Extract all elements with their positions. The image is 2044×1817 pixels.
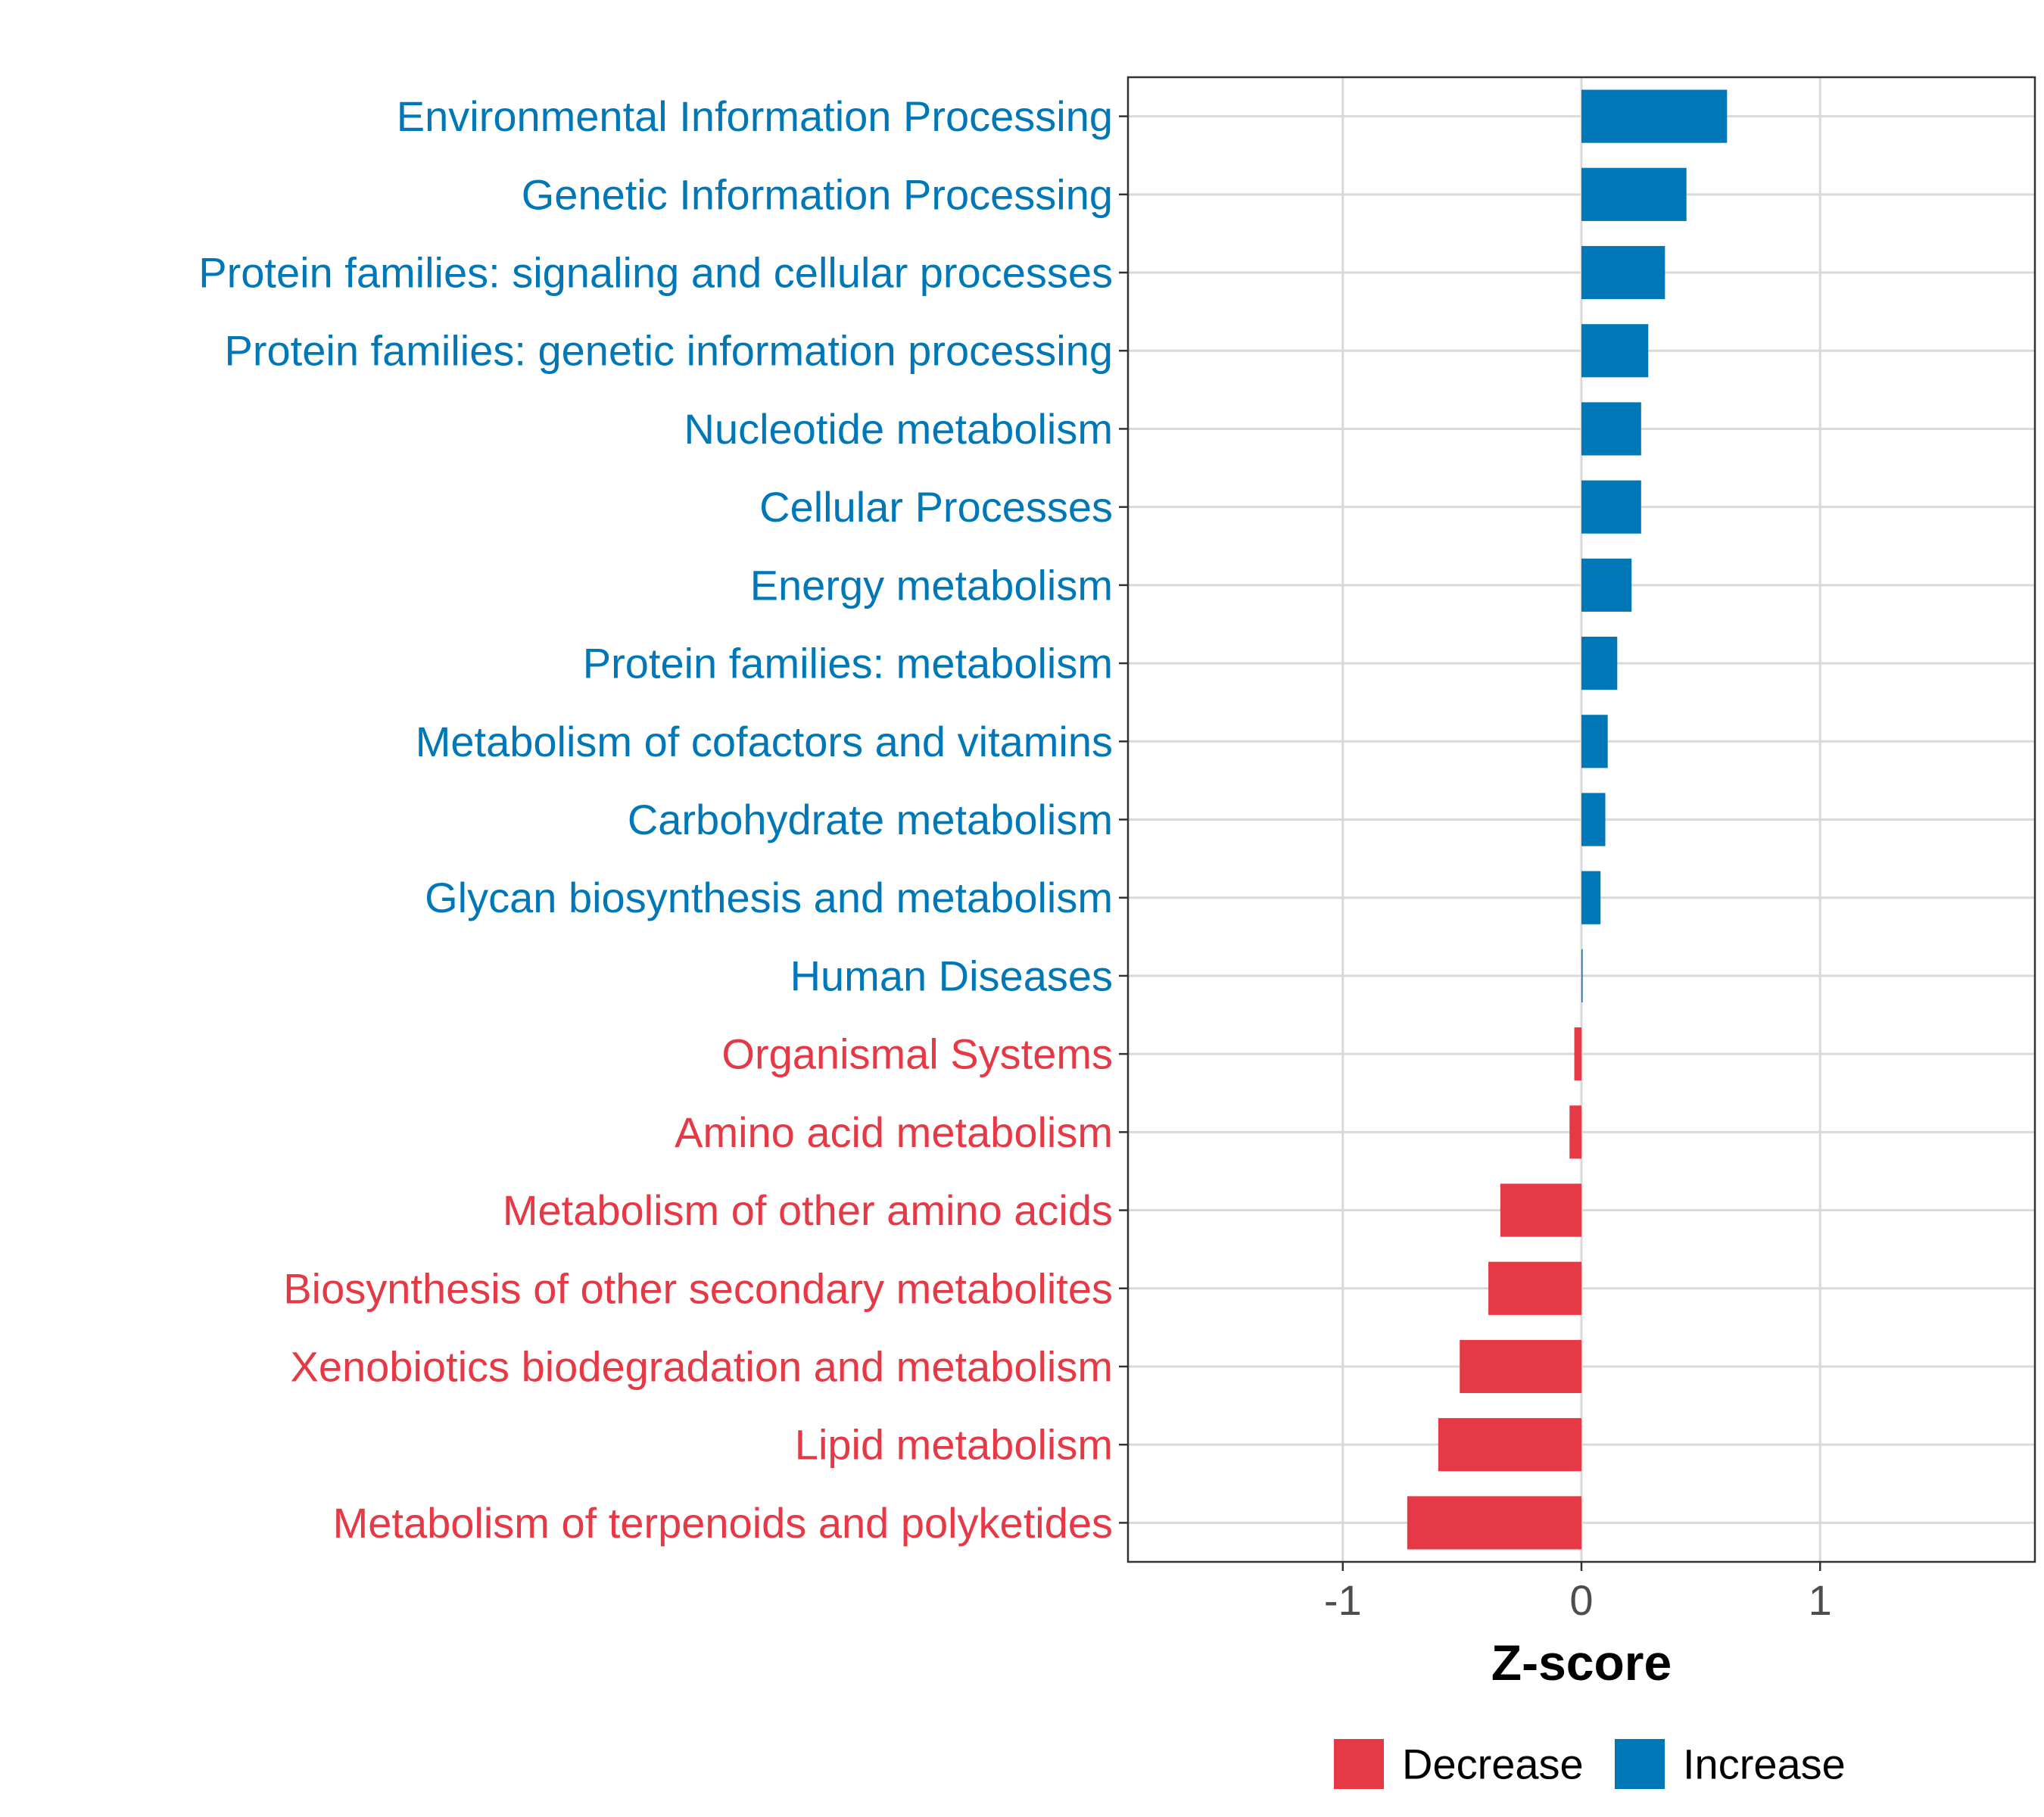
bar (1574, 1027, 1581, 1081)
bar (1581, 871, 1601, 924)
x-axis: -1 0 1 (1324, 1562, 1832, 1624)
category-label: Xenobiotics biodegradation and metabolis… (291, 1342, 1113, 1390)
x-tick-label: 1 (1809, 1576, 1832, 1624)
bar (1438, 1418, 1581, 1472)
category-label: Protein families: signaling and cellular… (198, 249, 1113, 297)
bar (1581, 89, 1728, 143)
bar (1581, 167, 1687, 221)
bar (1500, 1183, 1581, 1237)
bar (1460, 1339, 1581, 1394)
legend-swatch (1334, 1739, 1384, 1789)
x-axis-title: Z-score (1491, 1635, 1672, 1691)
bar (1407, 1496, 1581, 1550)
category-label: Lipid metabolism (795, 1421, 1113, 1469)
category-label: Glycan biosynthesis and metabolism (425, 874, 1113, 921)
category-label: Protein families: metabolism (583, 640, 1113, 687)
bar (1581, 558, 1632, 612)
x-tick-label: -1 (1324, 1576, 1362, 1624)
category-label: Environmental Information Processing (397, 92, 1113, 140)
bar (1581, 480, 1641, 534)
legend-label: Increase (1683, 1741, 1846, 1788)
category-label: Nucleotide metabolism (684, 405, 1113, 453)
category-labels: Environmental Information Processing Gene… (198, 92, 1128, 1547)
category-label: Protein families: genetic information pr… (225, 327, 1113, 375)
category-label: Human Diseases (790, 952, 1113, 999)
category-label: Biosynthesis of other secondary metaboli… (283, 1264, 1113, 1312)
bars (1407, 89, 1728, 1550)
category-label: Metabolism of other amino acids (503, 1186, 1113, 1234)
bar (1581, 715, 1608, 768)
bar (1488, 1261, 1581, 1315)
bar (1581, 949, 1583, 1003)
bar (1581, 324, 1649, 378)
legend-label: Decrease (1402, 1741, 1584, 1788)
bar (1581, 402, 1641, 456)
legend-swatch (1615, 1739, 1665, 1789)
category-label: Carbohydrate metabolism (628, 796, 1113, 843)
category-label: Metabolism of cofactors and vitamins (416, 718, 1113, 765)
bar (1581, 793, 1606, 846)
bar (1581, 636, 1618, 690)
x-tick-label: 0 (1569, 1576, 1593, 1624)
category-label: Genetic Information Processing (522, 170, 1113, 218)
category-label: Cellular Processes (759, 483, 1113, 531)
category-label: Amino acid metabolism (675, 1108, 1113, 1156)
category-label: Energy metabolism (750, 561, 1113, 609)
category-label: Metabolism of terpenoids and polyketides (333, 1499, 1113, 1547)
category-label: Organismal Systems (721, 1030, 1113, 1078)
bar (1569, 1105, 1581, 1159)
legend: Decrease Increase (1334, 1739, 1846, 1789)
bar (1581, 245, 1665, 300)
